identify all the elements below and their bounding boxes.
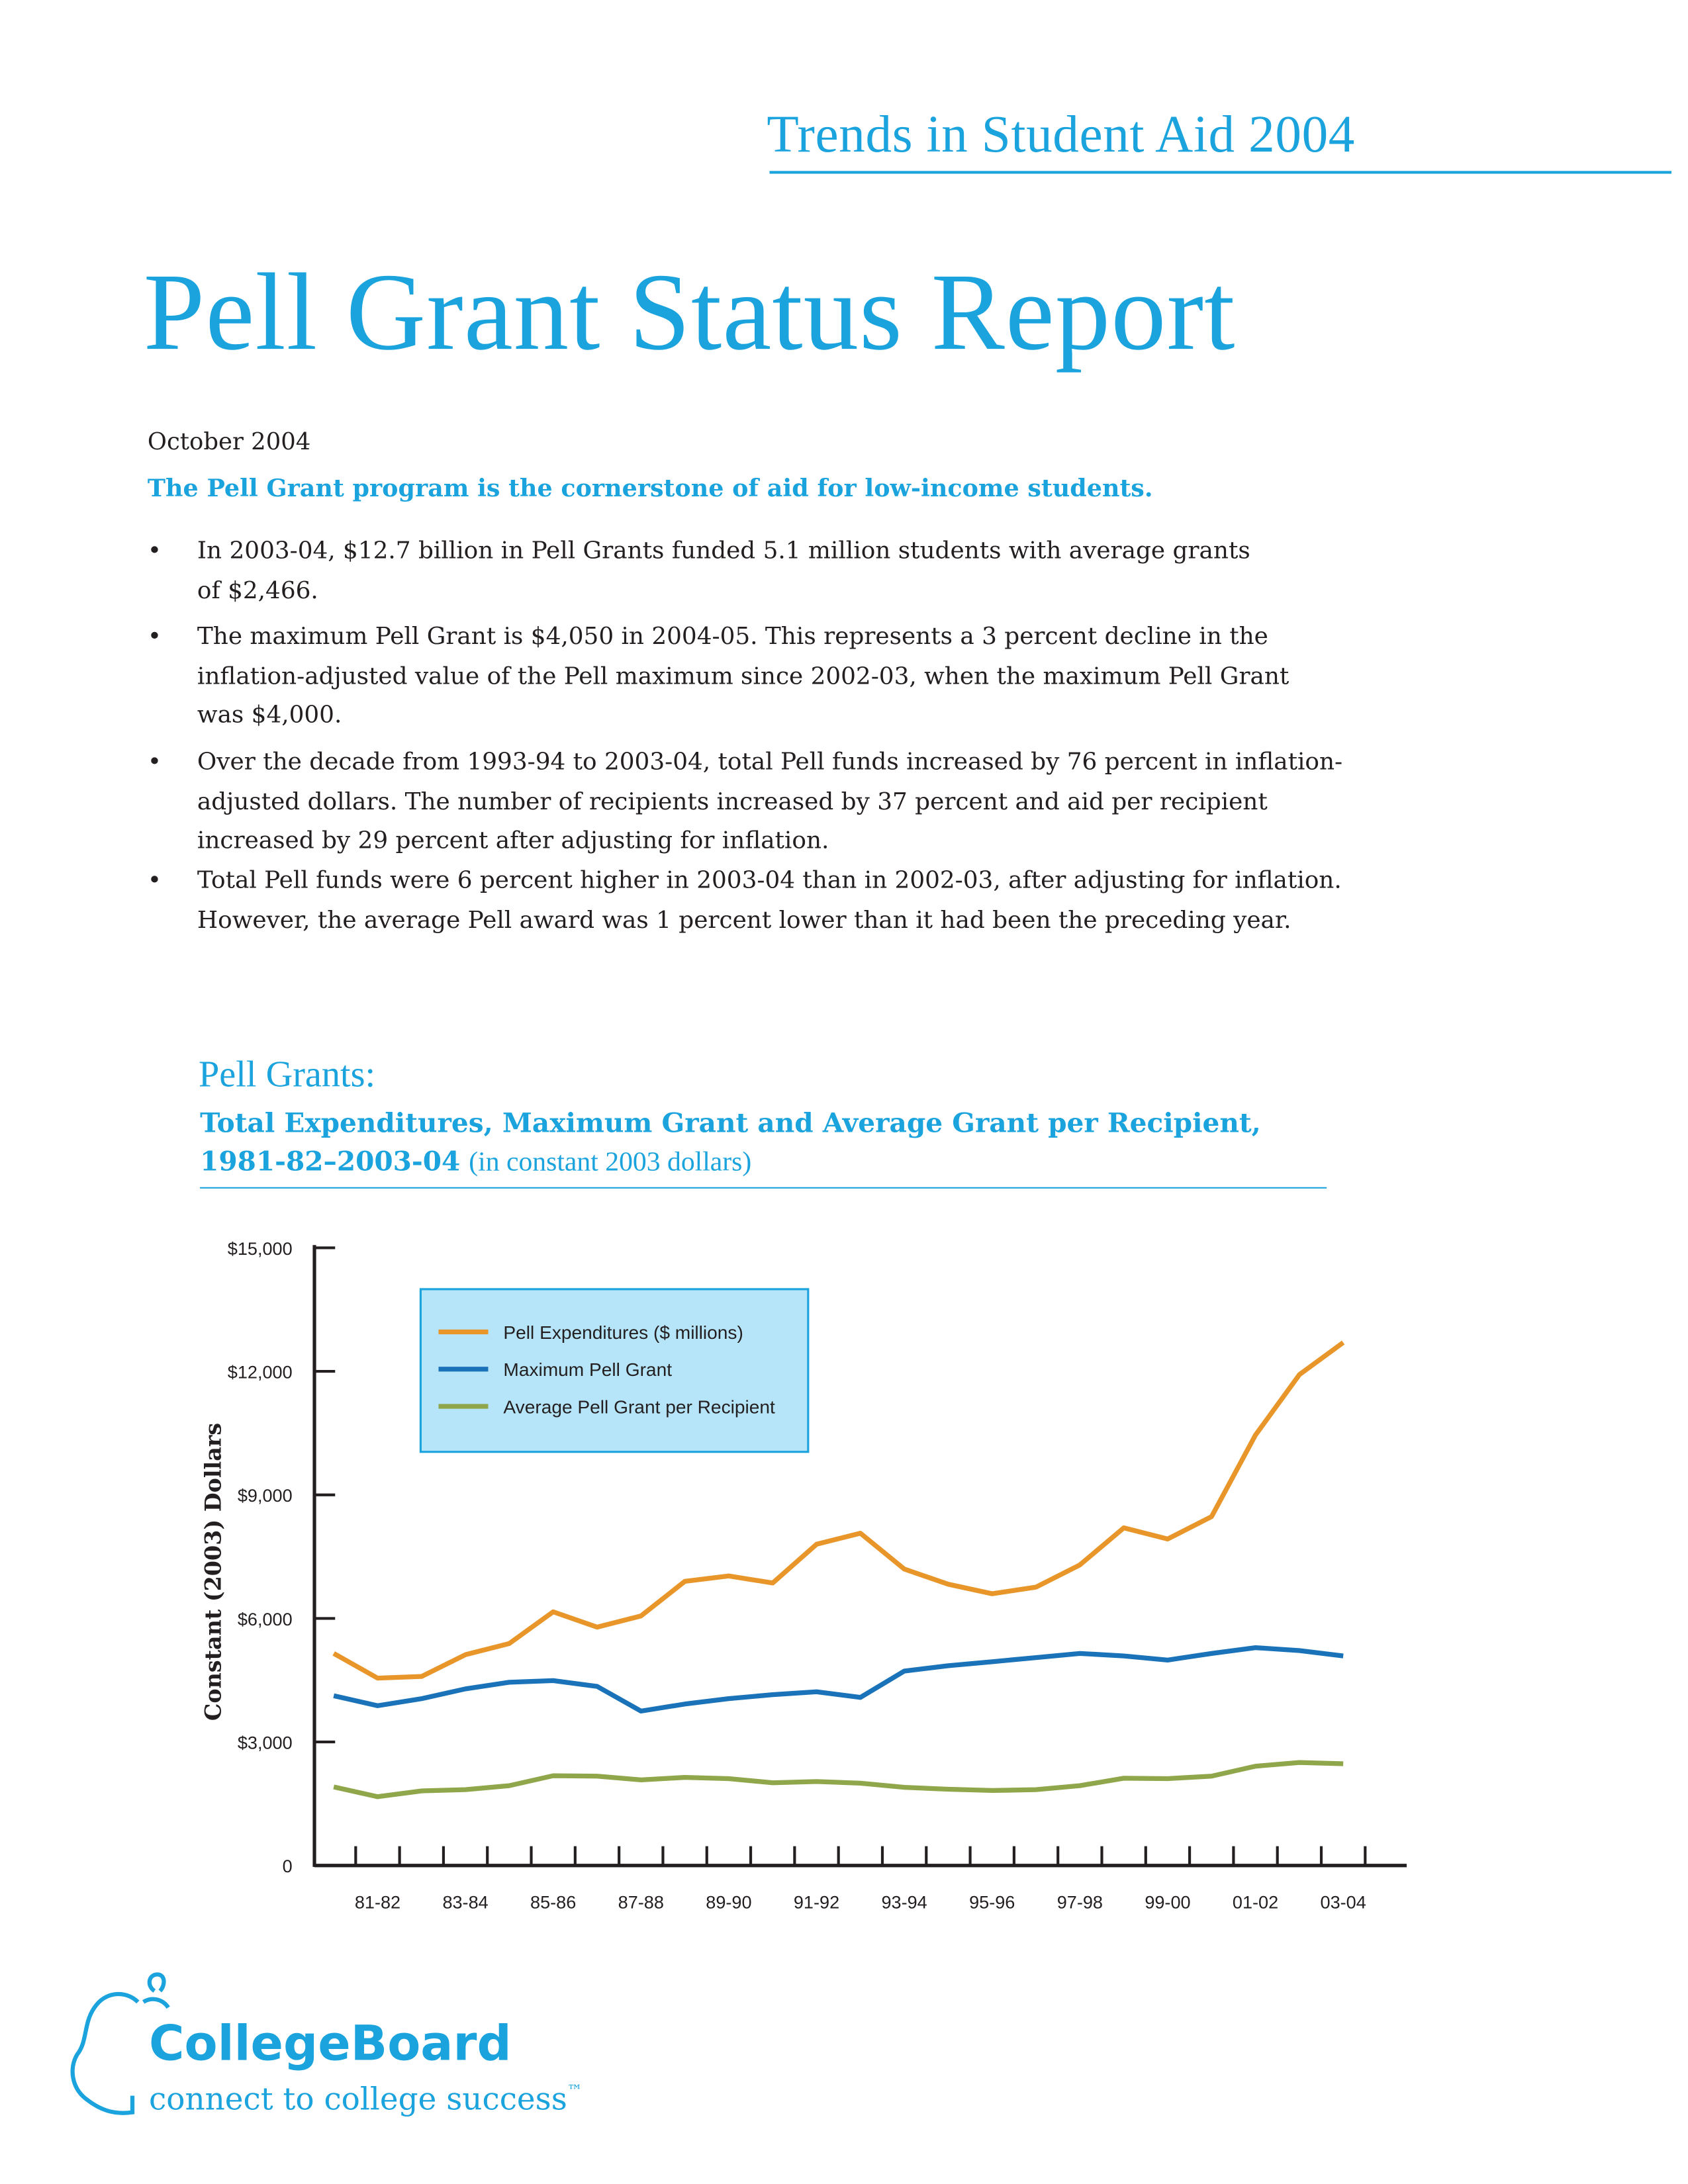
bullet-dot: •: [147, 623, 162, 651]
bullet-dot: •: [147, 749, 162, 776]
bullet-dot: •: [147, 537, 162, 566]
bullet-line: was $4,000.: [197, 702, 342, 730]
x-tick-label: 93-94: [881, 1891, 927, 1912]
bullet-dot: •: [147, 867, 162, 895]
y-tick-label: $9,000: [238, 1485, 293, 1506]
x-tick-label: 83-84: [442, 1891, 488, 1912]
x-tick-label: 81-82: [355, 1891, 400, 1912]
chart-subtitle: Total Expenditures, Maximum Grant and Av…: [200, 1105, 1344, 1182]
bullet-line: of $2,466.: [197, 576, 318, 605]
x-tick-label: 97-98: [1057, 1891, 1103, 1912]
logo-tagline: connect to college success™: [149, 2081, 583, 2118]
legend-label: Pell Expenditures ($ millions): [503, 1322, 743, 1343]
legend-label: Average Pell Grant per Recipient: [503, 1396, 775, 1417]
y-tick-label: 0: [283, 1856, 293, 1876]
bullet-line: increased by 29 percent after adjusting …: [197, 827, 829, 855]
series-header: Trends in Student Aid 2004: [767, 106, 1356, 164]
report-title: Pell Grant Status Report: [143, 252, 1236, 374]
legend: Pell Expenditures ($ millions) Maximum Pe…: [419, 1288, 810, 1453]
y-tick-label: $3,000: [238, 1733, 293, 1753]
bullet-text: Total Pell funds were 6 percent higher i…: [197, 862, 1342, 940]
bullet-text: The maximum Pell Grant is $4,050 in 2004…: [197, 617, 1289, 735]
x-tick-label: 99-00: [1145, 1891, 1190, 1912]
series-line: [332, 1340, 1345, 1681]
chart-rule: [200, 1187, 1327, 1189]
y-tick-label: $12,000: [228, 1361, 293, 1382]
legend-label: Maximum Pell Grant: [503, 1359, 672, 1380]
x-tick-label: 87-88: [618, 1891, 664, 1912]
logo-trademark: ™: [567, 2083, 583, 2100]
chart-subtitle-main: Total Expenditures, Maximum Grant and Av…: [200, 1107, 1261, 1178]
y-tick-label: $6,000: [238, 1609, 293, 1629]
bullet-line: adjusted dollars. The number of recipien…: [197, 788, 1268, 816]
x-tick-label: 85-86: [530, 1891, 576, 1912]
bullet-line: Over the decade from 1993-94 to 2003-04,…: [197, 749, 1343, 776]
y-tick-label: $15,000: [228, 1238, 293, 1259]
chart-title: Pell Grants:: [199, 1053, 376, 1095]
bullet-text: In 2003-04, $12.7 billion in Pell Grants…: [197, 532, 1250, 611]
x-tick-label: 91-92: [794, 1891, 839, 1912]
header-rule: [769, 171, 1671, 174]
x-tick-label: 95-96: [969, 1891, 1015, 1912]
x-tick-label: 01-02: [1233, 1891, 1278, 1912]
lead-sentence: The Pell Grant program is the cornerston…: [147, 475, 1153, 504]
bullet-line: The maximum Pell Grant is $4,050 in 2004…: [197, 623, 1268, 651]
report-date: October 2004: [147, 428, 311, 457]
logo-name: CollegeBoard: [149, 2016, 512, 2072]
bullet-line: inflation-adjusted value of the Pell max…: [197, 662, 1289, 690]
x-tick-label: 03-04: [1321, 1891, 1366, 1912]
bullet-line: However, the average Pell award was 1 pe…: [197, 906, 1291, 934]
x-tick-label: 89-90: [706, 1891, 751, 1912]
logo-apple: [70, 1972, 170, 2115]
bullet-line: Total Pell funds were 6 percent higher i…: [197, 867, 1342, 895]
logo: CollegeBoard connect to college success™: [70, 1972, 583, 2118]
series-line: [333, 1760, 1344, 1799]
y-axis-label: Constant (2003) Dollars: [200, 1423, 226, 1721]
bullet-line: In 2003-04, $12.7 billion in Pell Grants…: [197, 537, 1250, 566]
logo-tagline-text: connect to college success: [149, 2081, 567, 2118]
bullet-text: Over the decade from 1993-94 to 2003-04,…: [197, 743, 1342, 861]
series-line: [333, 1645, 1344, 1714]
chart-unit-note: (in constant 2003 dollars): [469, 1147, 752, 1178]
